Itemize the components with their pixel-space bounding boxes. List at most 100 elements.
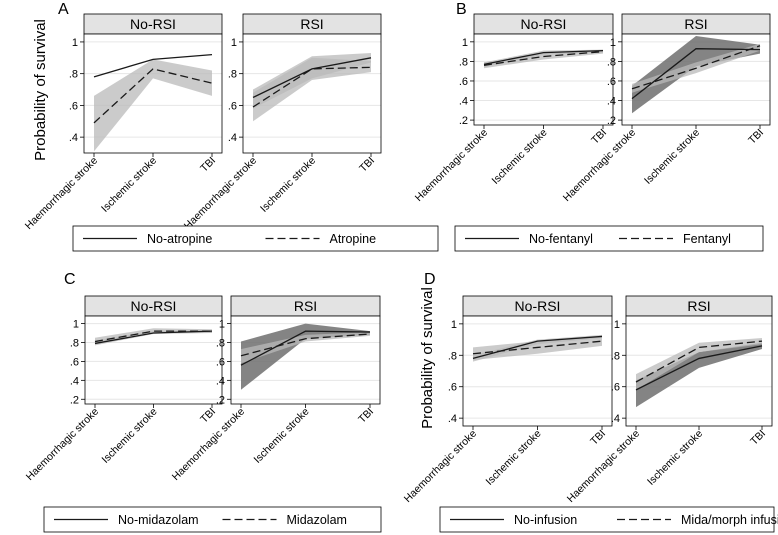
y-tick-label: .4 — [228, 132, 237, 144]
x-tick-label: Ischemic stroke — [258, 155, 318, 215]
x-tick-label: Ischemic stroke — [99, 155, 159, 215]
x-tick-label: TBI — [356, 406, 376, 426]
y-tick-label: .8 — [216, 337, 225, 349]
plot-marks — [483, 49, 604, 69]
plot-area — [474, 34, 613, 125]
y-tick-label: .8 — [70, 337, 79, 349]
legend-label: No-infusion — [514, 513, 577, 527]
y-tick-label: .8 — [607, 56, 616, 68]
series-line-solid — [93, 53, 213, 78]
x-tick-label: Haemorrhagic stroke — [402, 428, 480, 506]
series-line-dashed — [631, 45, 761, 90]
x-tick-label: Ischemic stroke — [484, 428, 544, 488]
y-tick-label: .4 — [459, 96, 468, 108]
y-tick-label: 1 — [231, 37, 237, 49]
series-line-dashed — [483, 50, 604, 66]
series-line-solid — [472, 335, 603, 360]
panel-letter: A — [58, 1, 69, 18]
strip-label: RSI — [687, 298, 710, 314]
legend: No-midazolam Midazolam — [43, 506, 382, 533]
series-line-solid — [631, 48, 761, 100]
panel-letter: D — [424, 271, 436, 288]
plot-marks — [631, 35, 761, 114]
x-tick-label: Haemorrhagic stroke — [24, 406, 102, 484]
x-tick-label: Ischemic stroke — [642, 127, 702, 187]
y-tick-label: 1 — [73, 319, 79, 331]
y-tick-label: 1 — [72, 37, 78, 49]
ci-band-solid-series — [241, 323, 370, 390]
legend-label: Midazolam — [287, 513, 347, 527]
plot-marks — [93, 53, 213, 152]
plot-area — [463, 316, 612, 426]
plot-marks — [472, 334, 603, 362]
ci-band-solid-series — [636, 342, 762, 408]
strip-label: RSI — [684, 16, 707, 32]
y-tick-label: .2 — [459, 115, 468, 127]
legend: No-atropine Atropine — [72, 225, 439, 252]
y-tick-label: .4 — [611, 413, 620, 425]
x-tick-label: TBI — [589, 127, 609, 147]
x-tick-label: TBI — [588, 428, 608, 448]
legend: No-fentanyl Fentanyl — [454, 225, 764, 252]
y-tick-label: .2 — [607, 115, 616, 127]
legend-label: No-midazolam — [118, 513, 199, 527]
strip-label: No-RSI — [521, 16, 567, 32]
strip-label: No-RSI — [515, 298, 561, 314]
x-tick-label: Ischemic stroke — [100, 406, 160, 466]
series-line-dashed — [635, 340, 763, 383]
plot-marks — [635, 338, 763, 408]
series-line-solid — [252, 57, 372, 99]
y-axis-label: Probability of survival — [419, 287, 436, 429]
x-tick-label: Haemorrhagic stroke — [413, 127, 491, 205]
y-tick-label: .6 — [70, 356, 79, 368]
y-tick-label: 1 — [219, 319, 225, 331]
ci-band-dashed-series — [473, 336, 602, 360]
y-tick-label: .8 — [228, 69, 237, 81]
series-line-dashed — [94, 330, 212, 343]
plot-marks — [94, 328, 213, 346]
series-line-solid — [483, 49, 604, 65]
x-tick-label: Ischemic stroke — [490, 127, 550, 187]
y-tick-label: .2 — [70, 394, 79, 406]
ci-band-dashed-series — [253, 57, 371, 122]
legend-label: No-atropine — [147, 232, 212, 246]
series-line-dashed — [240, 333, 371, 357]
y-tick-label: .6 — [228, 100, 237, 112]
panel-letter: C — [64, 271, 76, 288]
series-line-dashed — [93, 68, 213, 124]
y-tick-label: .2 — [216, 394, 225, 406]
x-tick-label: TBI — [746, 127, 766, 147]
y-tick-label: .8 — [69, 69, 78, 81]
x-tick-label: Haemorrhagic stroke — [182, 155, 260, 233]
y-tick-label: .8 — [448, 350, 457, 362]
y-tick-label: .8 — [611, 350, 620, 362]
legend-label: Atropine — [330, 232, 377, 246]
legend: No-infusion Mida/morph infusion — [439, 506, 778, 533]
x-tick-label: Haemorrhagic stroke — [23, 155, 101, 233]
series-line-dashed — [472, 340, 603, 355]
strip-label: RSI — [300, 16, 323, 32]
y-tick-label: .4 — [69, 132, 78, 144]
y-tick-label: 1 — [610, 37, 616, 49]
strip-label: No-RSI — [131, 298, 177, 314]
x-tick-label: TBI — [198, 155, 218, 175]
subplot-no-rsi: No-RSI .4 .6 .8 1 Haemorrhagic strokeIschemic… — [23, 13, 223, 233]
y-tick-label: 1 — [462, 37, 468, 49]
y-tick-label: .4 — [607, 96, 616, 108]
y-tick-label: .8 — [459, 56, 468, 68]
strip-label: No-RSI — [130, 16, 176, 32]
legend-label: Mida/morph infusion — [681, 513, 778, 527]
panel-c: C No-RSI .2 .4 .6 .8 1 Haemorrhagic strokeIsche… — [24, 271, 382, 533]
y-tick-label: 1 — [614, 319, 620, 331]
y-tick-label: .4 — [70, 375, 79, 387]
x-tick-label: Ischemic stroke — [645, 428, 705, 488]
y-tick-label: .6 — [607, 76, 616, 88]
plot-marks — [240, 323, 371, 390]
y-axis-label: Probability of survival — [32, 19, 49, 161]
legend-label: No-fentanyl — [529, 232, 593, 246]
panel-a: A Probability of survival No-RSI .4 .6 .8 1 Hae… — [23, 1, 439, 252]
series-line-solid — [635, 345, 763, 391]
series-line-dashed — [252, 66, 372, 108]
x-tick-label: TBI — [748, 428, 768, 448]
